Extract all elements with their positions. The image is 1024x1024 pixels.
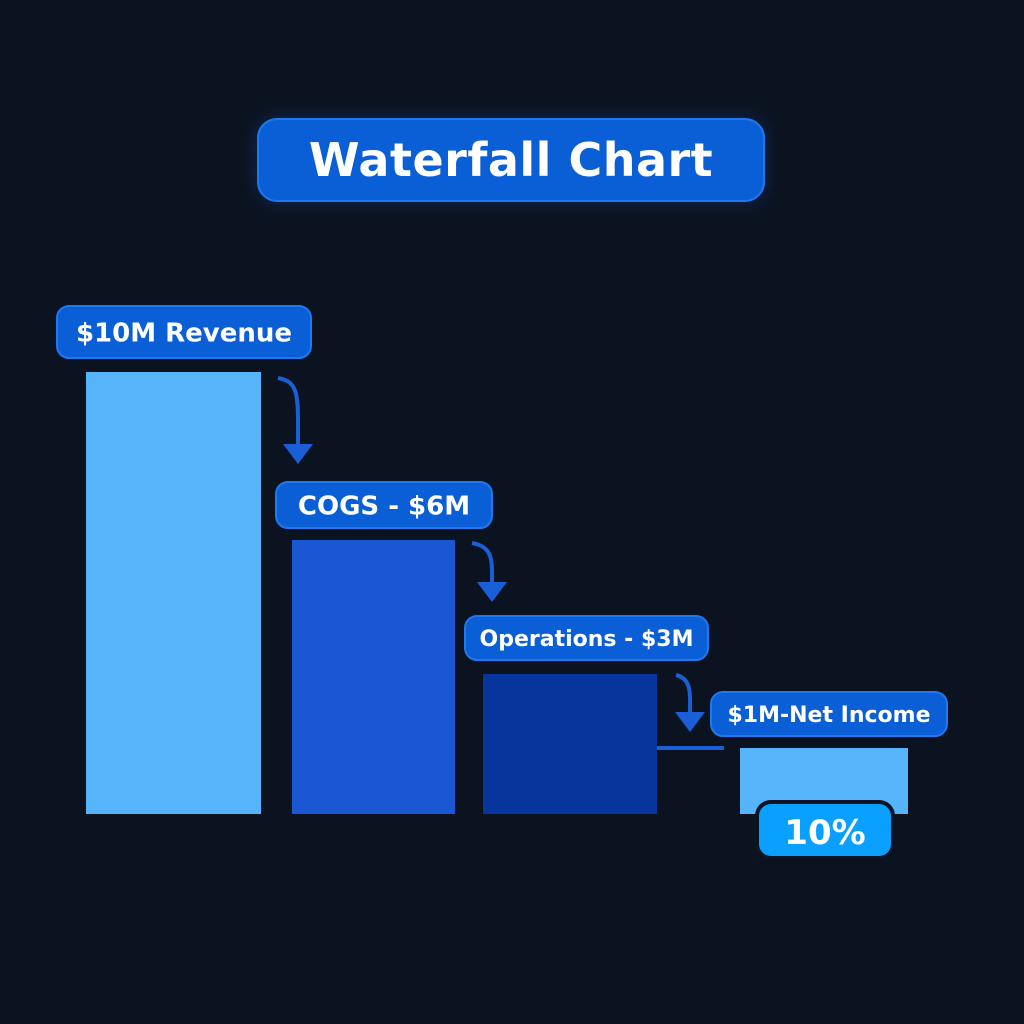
label-net-income: $1M-Net Income — [710, 691, 948, 737]
step-arrowhead-2 — [477, 582, 507, 602]
step-arrow-1 — [277, 376, 301, 449]
bar-operations — [483, 674, 657, 814]
label-pill — [464, 615, 709, 661]
label-text-cogs: COGS - $6M — [298, 491, 470, 521]
label-pill — [275, 481, 493, 529]
step-arrowhead-3 — [675, 712, 705, 732]
label-operations: Operations - $3M — [464, 615, 709, 661]
label-pill — [56, 305, 312, 359]
bar-revenue — [86, 372, 261, 814]
percent-pill — [755, 800, 895, 860]
percent-text: 10% — [784, 813, 865, 853]
bar-cogs — [292, 540, 455, 814]
label-revenue: $10M Revenue — [56, 305, 312, 359]
label-text-operations: Operations - $3M — [480, 627, 694, 652]
step-arrow-3 — [675, 673, 693, 717]
label-pill — [710, 691, 948, 737]
step-arrowhead-1 — [283, 444, 313, 464]
step-arrow-2 — [471, 541, 495, 587]
label-text-revenue: $10M Revenue — [76, 318, 292, 348]
label-text-net-income: $1M-Net Income — [728, 703, 931, 728]
annotation-percent-badge: 10% — [755, 800, 895, 860]
label-cogs: COGS - $6M — [275, 481, 493, 529]
chart-title: Waterfall Chart — [257, 118, 765, 202]
